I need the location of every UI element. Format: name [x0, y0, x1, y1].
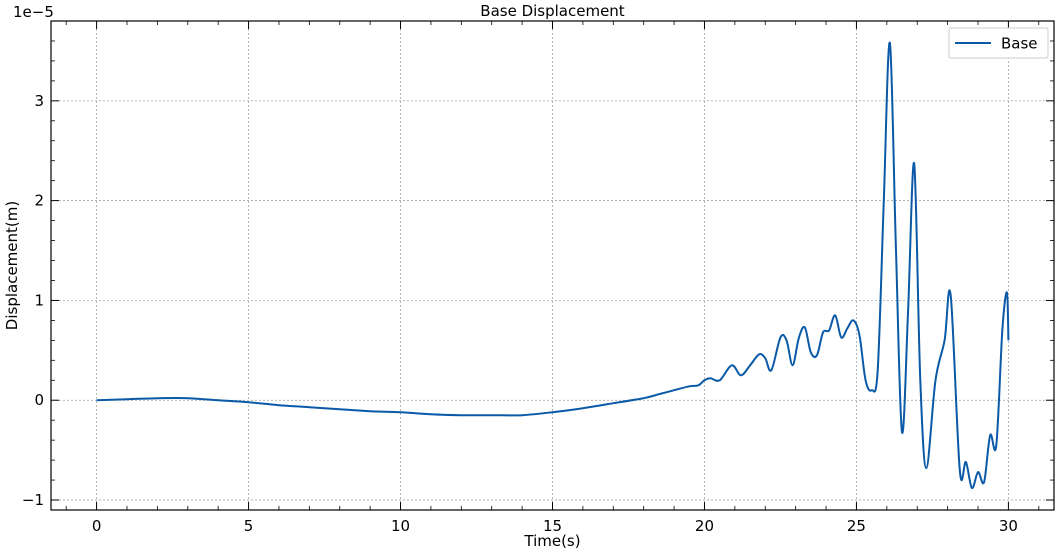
x-tick-label: 30: [999, 517, 1018, 535]
x-tick-label: 0: [92, 517, 102, 535]
x-tick-label: 10: [391, 517, 410, 535]
x-tick-label: 25: [847, 517, 866, 535]
x-axis-label: Time(s): [523, 532, 580, 550]
grid-lines: [51, 21, 1054, 510]
y-tick-label: 0: [34, 391, 44, 409]
chart-title: Base Displacement: [480, 2, 625, 20]
y-offset-label: 1e−5: [13, 3, 54, 21]
x-tick-label: 20: [695, 517, 714, 535]
axis-ticks: [51, 21, 1054, 510]
series-layer: [96, 41, 1010, 490]
x-tick-label: 5: [244, 517, 254, 535]
legend-box: [948, 27, 1049, 59]
y-tick-label: 2: [34, 192, 44, 210]
legend-label: Base: [1001, 35, 1038, 53]
y-tick-label: 3: [34, 92, 44, 110]
series-line-base: [96, 41, 1010, 490]
y-tick-label: 1: [34, 291, 44, 309]
y-tick-label: −1: [22, 491, 44, 509]
tick-labels: 0 5 10 15 20 25 30 −1 0 1 2 3: [22, 92, 1018, 535]
x-tick-label: 15: [543, 517, 562, 535]
y-axis-label: Displacement(m): [3, 201, 21, 330]
plot-frame: [50, 20, 1055, 511]
legend: Base: [948, 27, 1049, 59]
